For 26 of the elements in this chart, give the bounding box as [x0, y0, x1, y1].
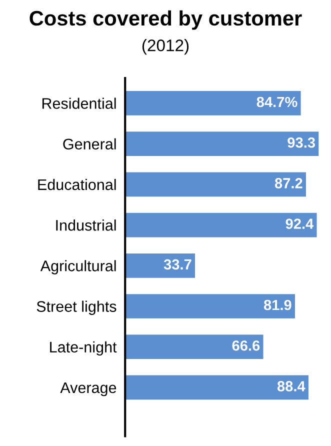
bar — [125, 132, 319, 156]
data-label: 66.6 — [232, 340, 260, 351]
y-tick-label: Residential — [42, 98, 116, 109]
data-label: 33.7 — [164, 259, 192, 270]
bar — [125, 172, 306, 197]
bar — [125, 253, 196, 278]
chart-title: Costs covered by customer — [30, 10, 302, 30]
y-tick-label: Educational — [38, 178, 116, 190]
bar — [125, 375, 308, 400]
data-label: 92.4 — [286, 218, 314, 229]
data-label: 87.2 — [274, 178, 302, 188]
chart-subtitle: (2012) — [142, 39, 189, 55]
data-label: 81.9 — [264, 300, 292, 310]
y-tick-label: Industrial — [56, 220, 116, 231]
data-label: 93.3 — [288, 137, 315, 148]
y-tick-label: Late-night — [50, 341, 117, 356]
data-label: 88.4 — [277, 381, 306, 392]
data-label: 84.7% — [256, 96, 298, 108]
y-tick-label: General — [63, 138, 116, 150]
y-tick-label: Average — [60, 382, 116, 396]
y-tick-label: Street lights — [36, 300, 116, 315]
bar — [125, 334, 264, 360]
bar — [125, 294, 295, 318]
y-tick-label: Agricultural — [40, 260, 116, 274]
bar — [125, 212, 317, 238]
bar — [125, 91, 301, 116]
